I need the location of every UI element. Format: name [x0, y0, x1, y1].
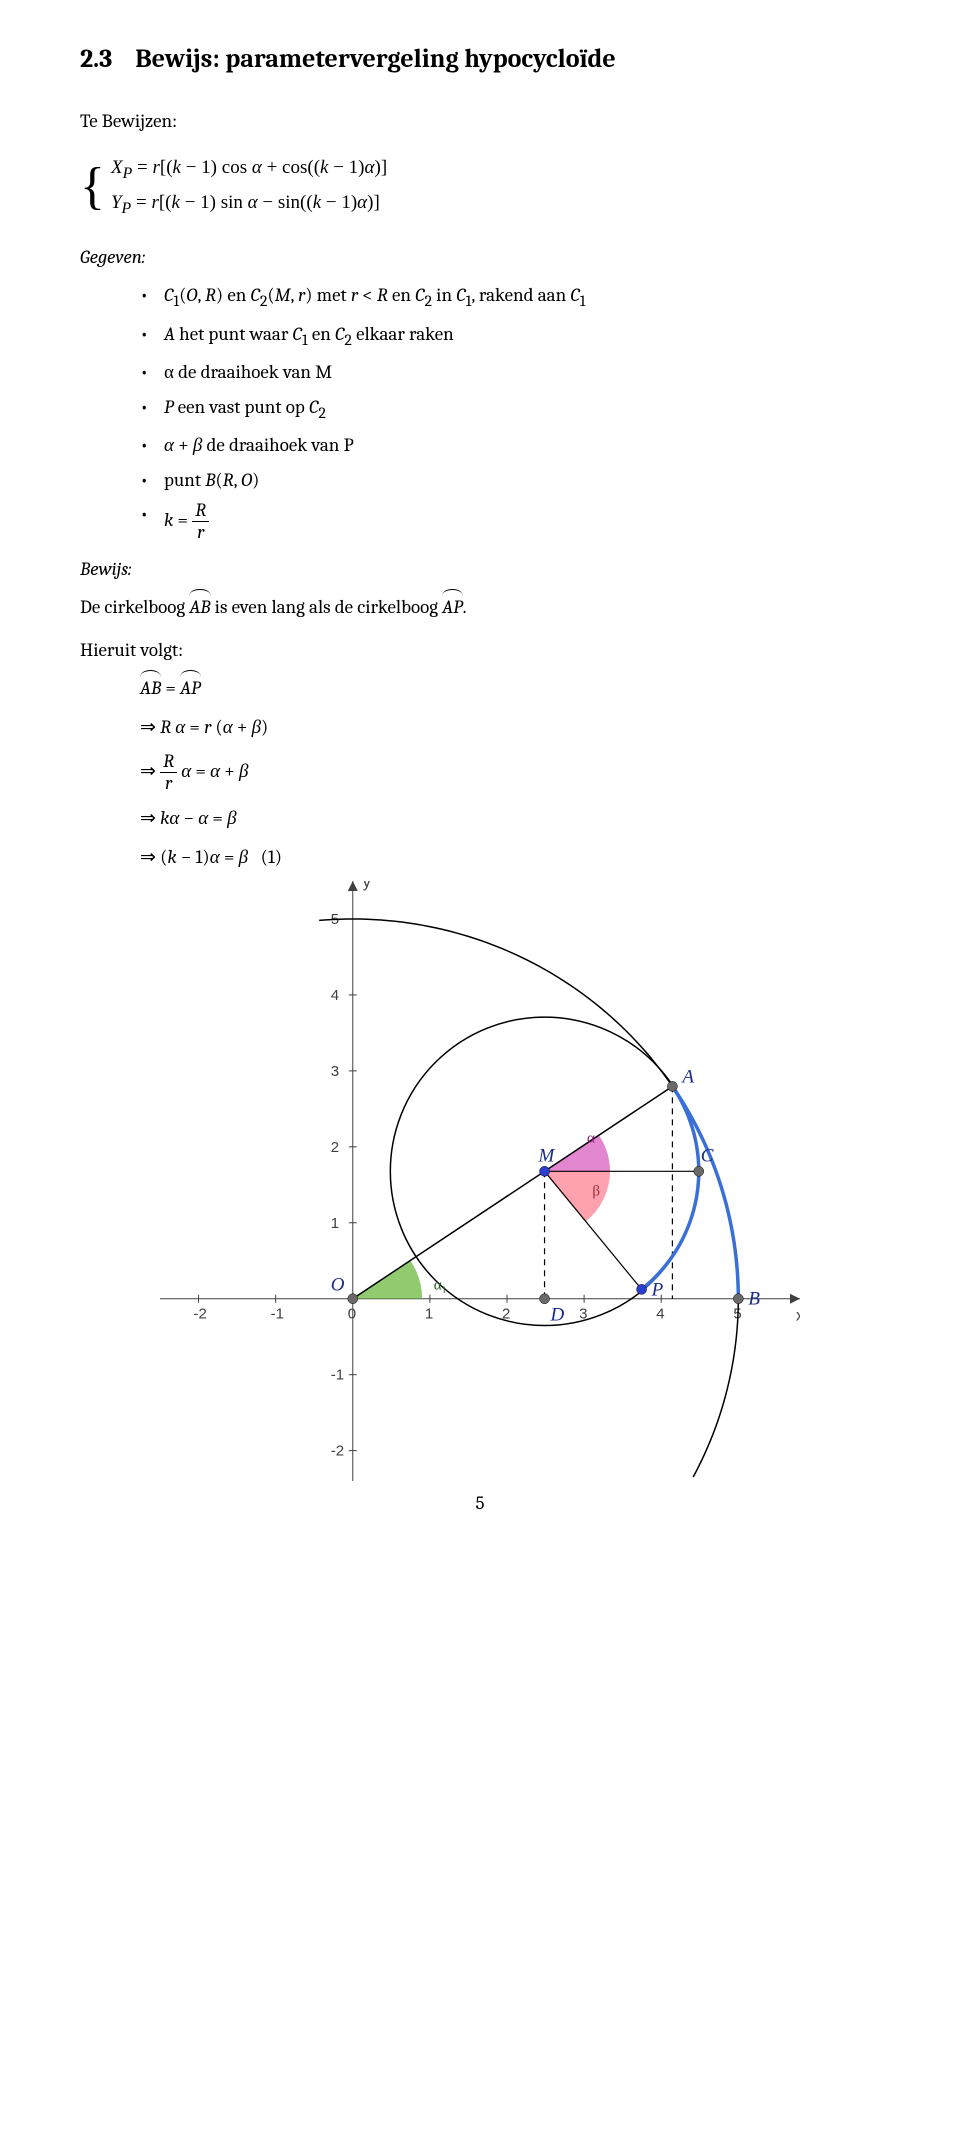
deriv-l3: ⇒ Rr α = α + β — [140, 751, 880, 794]
svg-text:2: 2 — [331, 1139, 339, 1156]
svg-text:O: O — [331, 1275, 345, 1296]
svg-text:α₁: α₁ — [434, 1278, 447, 1294]
svg-text:C: C — [701, 1146, 714, 1167]
deriv-l1: AB = AP — [140, 674, 880, 703]
deriv-l4: ⇒ kα − α = β — [140, 804, 880, 833]
bewijs-label: Bewijs: — [80, 555, 880, 584]
section-title: Bewijs: parametervergeling hypocycloïde — [135, 44, 615, 74]
svg-text:0: 0 — [348, 1306, 356, 1323]
given-item-2: A het punt waar C1 en C2 elkaar raken — [140, 320, 880, 353]
svg-text:M: M — [538, 1146, 556, 1167]
svg-text:3: 3 — [331, 1063, 339, 1080]
section-heading: 2.3 Bewijs: parametervergeling hypocyclo… — [80, 40, 880, 79]
section-number: 2.3 — [80, 44, 112, 74]
given-item-5: α + β de draaihoek van P — [140, 431, 880, 460]
equation-yp: YP = r[(k − 1) sin α − sin((k − 1)α)] — [111, 189, 387, 221]
svg-text:1: 1 — [331, 1215, 339, 1232]
given-item-1: C1(O, R) en C2(M, r) met r < R en C2 in … — [140, 281, 880, 314]
left-brace: { — [80, 161, 105, 213]
figure: xy-2-1012345-2-112345OMABPCDα₁αβ — [80, 881, 880, 1481]
svg-text:B: B — [748, 1289, 760, 1310]
hieruit-label: Hieruit volgt: — [80, 636, 880, 665]
svg-text:-2: -2 — [331, 1443, 344, 1460]
svg-text:x: x — [796, 1308, 800, 1325]
equation-xp: XP = r[(k − 1) cos α + cos((k − 1)α)] — [111, 154, 387, 186]
page-number: 5 — [80, 1489, 880, 1518]
svg-text:β: β — [592, 1184, 600, 1200]
svg-text:-1: -1 — [331, 1367, 344, 1384]
te-bewijzen-label: Te Bewijzen: — [80, 107, 880, 136]
gegeven-label: Gegeven: — [80, 243, 880, 272]
svg-text:4: 4 — [656, 1306, 664, 1323]
system-equations: { XP = r[(k − 1) cos α + cos((k − 1)α)] … — [80, 150, 880, 225]
svg-text:y: y — [363, 881, 371, 891]
svg-text:P: P — [651, 1280, 664, 1301]
svg-text:A: A — [680, 1067, 694, 1088]
svg-text:-1: -1 — [271, 1306, 284, 1323]
deriv-l2: ⇒ R α = r (α + β) — [140, 713, 880, 742]
given-list: C1(O, R) en C2(M, r) met r < R en C2 in … — [140, 281, 880, 543]
given-item-3: α de draaihoek van M — [140, 358, 880, 387]
svg-text:α: α — [587, 1131, 595, 1147]
deriv-l5: ⇒ (k − 1)α = β (1) — [140, 843, 880, 872]
geometry-diagram: xy-2-1012345-2-112345OMABPCDα₁αβ — [160, 881, 800, 1481]
svg-text:D: D — [550, 1305, 565, 1326]
derivation-block: AB = AP ⇒ R α = r (α + β) ⇒ Rr α = α + β… — [140, 674, 880, 871]
svg-text:4: 4 — [331, 987, 339, 1004]
svg-text:1: 1 — [425, 1306, 433, 1323]
given-item-4: P een vast punt op C2 — [140, 393, 880, 426]
given-item-6: punt B(R, O) — [140, 466, 880, 495]
proof-sentence: De cirkelboog AB is even lang als de cir… — [80, 593, 880, 622]
given-item-7: k = Rr — [140, 500, 880, 543]
svg-text:-2: -2 — [194, 1306, 207, 1323]
